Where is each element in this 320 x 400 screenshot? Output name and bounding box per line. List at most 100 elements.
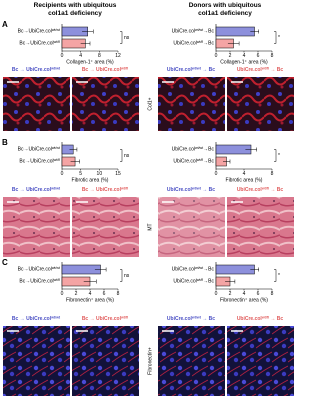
superscript: wt/wt — [195, 28, 203, 32]
micrograph — [227, 197, 294, 257]
x-axis-label: Fibronectin⁺ area (%) — [66, 297, 114, 303]
x-tick-label: 4 — [243, 171, 246, 177]
error-bar — [245, 147, 257, 152]
superscript: wt/wt — [191, 66, 202, 70]
panel-letter: C — [2, 258, 8, 267]
error-bar — [69, 147, 78, 152]
error-bar — [82, 29, 94, 34]
category-label: UbiCre.colwt/fl→Bc — [173, 40, 214, 47]
significance-label: ns — [124, 273, 130, 279]
image-title: Bc → UbiCre.colwt/wt — [12, 186, 61, 193]
superscript: wt/fl — [197, 278, 204, 282]
x-tick-label: 6 — [257, 291, 260, 297]
significance-label: * — [278, 35, 280, 41]
label-part: UbiCre.col — [167, 67, 193, 73]
label-part: → Bc — [201, 67, 215, 73]
header-line: Donors with ubiquitous — [189, 2, 262, 9]
label-part: → Bc — [201, 187, 215, 193]
superscript: wt/fl — [54, 158, 61, 162]
micrographs — [3, 77, 294, 396]
label-part: UbiCre.col — [167, 187, 193, 193]
label-part: Bc→UbiCre.col — [18, 267, 52, 273]
micrograph — [3, 326, 70, 396]
x-tick-label: 6 — [257, 53, 260, 59]
micrograph — [158, 326, 225, 396]
significance-bracket — [274, 269, 277, 282]
label-part: →Bc — [203, 29, 214, 35]
bar — [215, 26, 255, 37]
label-part: UbiCre.col — [173, 279, 196, 285]
column-header: Recipients with ubiquitous col1a1 deficie… — [34, 2, 117, 17]
label-part: Bc → UbiCre.col — [12, 67, 52, 73]
category-label: Bc→UbiCre.colwt/wt — [18, 266, 60, 273]
image-title: UbiCre.colwt/fl → Bc — [237, 315, 284, 322]
error-bar — [223, 159, 231, 164]
x-tick-label: 8 — [271, 53, 274, 59]
label-part: Bc → UbiCre.col — [82, 316, 122, 322]
significance-bracket — [120, 269, 123, 282]
category-label: UbiCre.colwt/fl→Bc — [173, 158, 214, 165]
category-label: Bc→UbiCre.colwt/wt — [18, 146, 60, 153]
superscript: wt/fl — [120, 315, 128, 319]
row-label: Fibronectin+ — [147, 347, 153, 375]
label-part: Bc → UbiCre.col — [82, 187, 122, 193]
label-part: UbiCre.col — [172, 267, 195, 273]
x-tick-label: 10 — [97, 171, 103, 177]
superscript: wt/wt — [191, 186, 202, 190]
x-tick-label: 4 — [89, 291, 92, 297]
label-part: Bc → UbiCre.col — [12, 187, 52, 193]
image-title: UbiCre.colwt/wt → Bc — [167, 186, 215, 193]
image-title: UbiCre.colwt/fl → Bc — [237, 66, 284, 73]
category-label: Bc→UbiCre.colwt/fl — [19, 40, 60, 47]
micrograph — [3, 197, 70, 257]
significance-bracket — [274, 149, 277, 162]
x-tick-label: 0 — [61, 291, 64, 297]
label-part: →Bc — [203, 267, 214, 273]
significance-label: * — [278, 273, 280, 279]
error-bar — [250, 29, 259, 34]
x-tick-label: 12 — [115, 53, 121, 59]
error-bar — [250, 267, 259, 272]
label-part: UbiCre.col — [172, 29, 195, 35]
label-part: UbiCre.col — [173, 41, 196, 47]
label-part: Bc→UbiCre.col — [18, 29, 52, 35]
category-label: Bc→UbiCre.colwt/fl — [19, 158, 60, 165]
superscript: wt/fl — [197, 158, 204, 162]
label-part: → Bc — [269, 67, 283, 73]
superscript: wt/wt — [195, 146, 203, 150]
x-tick-label: 8 — [271, 171, 274, 177]
x-tick-label: 8 — [98, 53, 101, 59]
significance-label: ns — [124, 35, 130, 41]
superscript: wt/wt — [50, 315, 61, 319]
superscript: wt/wt — [52, 146, 60, 150]
x-tick-label: 4 — [79, 53, 82, 59]
x-tick-label: 0 — [215, 53, 218, 59]
label-part: → Bc — [201, 316, 215, 322]
label-part: → Bc — [269, 316, 283, 322]
error-bar — [70, 159, 80, 164]
x-tick-label: 15 — [115, 171, 121, 177]
significance-label: * — [278, 153, 280, 159]
x-tick-label: 6 — [103, 291, 106, 297]
x-tick-label: 2 — [229, 53, 232, 59]
superscript: wt/fl — [54, 40, 61, 44]
x-tick-label: 5 — [79, 171, 82, 177]
significance-label: ns — [124, 153, 130, 159]
category-label: Bc→UbiCre.colwt/fl — [19, 278, 60, 285]
row-label: Col1+ — [147, 97, 153, 110]
x-tick-label: 0 — [215, 291, 218, 297]
label-part: → Bc — [269, 187, 283, 193]
label-part: Bc→UbiCre.col — [19, 41, 53, 47]
superscript: wt/wt — [50, 66, 61, 70]
superscript: wt/fl — [261, 186, 269, 190]
superscript: wt/wt — [52, 266, 60, 270]
superscript: wt/fl — [120, 66, 128, 70]
micrograph — [72, 77, 139, 131]
image-title: Bc → UbiCre.colwt/fl — [82, 66, 128, 73]
image-title: Bc → UbiCre.colwt/fl — [82, 186, 128, 193]
superscript: wt/wt — [50, 186, 61, 190]
header-line: col1a1 deficiency — [48, 10, 102, 17]
x-tick-label: 0 — [61, 53, 64, 59]
category-label: UbiCre.colwt/wt→Bc — [172, 146, 215, 153]
error-bar — [227, 41, 240, 46]
